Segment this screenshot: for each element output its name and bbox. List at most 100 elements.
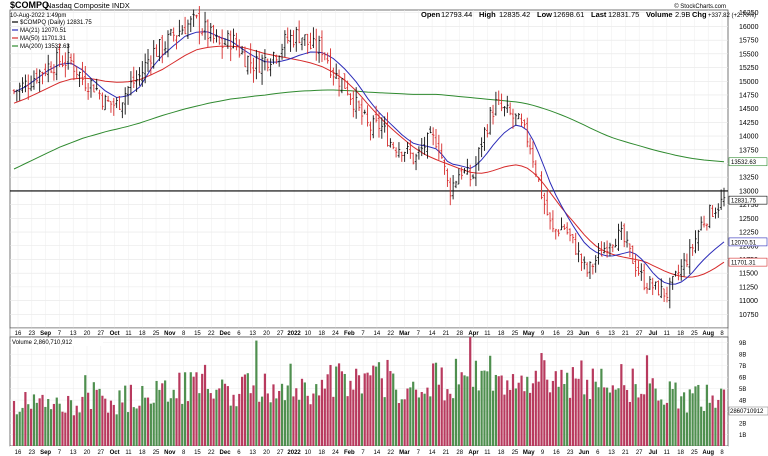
volume-bar — [480, 370, 483, 446]
price-y-tick: 11250 — [739, 284, 758, 291]
x-tick-label: 13 — [608, 331, 615, 337]
volume-bar — [454, 358, 458, 446]
volume-y-tick: 7B — [739, 364, 746, 370]
volume-bar — [332, 396, 335, 446]
volume-bar — [266, 393, 269, 446]
x-tick-label: 16 — [15, 331, 22, 337]
volume-bar — [497, 376, 500, 446]
volume-bars — [12, 337, 726, 446]
volume-bar — [711, 395, 714, 446]
volume-bar — [654, 388, 657, 446]
volume-bar — [269, 402, 272, 446]
volume-bar — [568, 397, 572, 446]
svg-text:12835.42: 12835.42 — [499, 10, 530, 19]
volume-bar — [720, 388, 723, 446]
x-axis-bottom: 16 23 Sep 7 13 20 27 Oct 11 18 25 Nov 8 15 22 Dec 6 13 20 2… — [15, 450, 725, 456]
volume-bar — [183, 372, 187, 446]
x-tick-label: Nov — [164, 331, 176, 337]
x-tick-label: 21 — [622, 331, 629, 337]
volume-bar — [671, 389, 674, 446]
price-y-tick: 14250 — [739, 120, 759, 127]
volume-bar — [218, 388, 221, 446]
volume-bar — [546, 379, 549, 446]
volume-bar — [600, 368, 603, 446]
volume-bar — [64, 412, 67, 446]
volume-bar — [255, 340, 258, 446]
volume-y-tick: 2B — [739, 422, 746, 428]
x-tick-label-bottom: 8 — [182, 450, 186, 456]
volume-bar — [95, 389, 98, 446]
volume-y-tick: 6B — [739, 376, 746, 382]
price-y-tick: 13000 — [739, 188, 759, 195]
x-tick-label: May — [523, 331, 535, 337]
x-tick-label-bottom: 21 — [443, 450, 450, 456]
volume-bar — [491, 390, 495, 446]
volume-bar — [452, 398, 455, 446]
moving-average-lines — [13, 31, 725, 285]
volume-bar — [617, 388, 620, 446]
volume-bar — [49, 409, 53, 446]
x-tick-label-bottom: Apr — [468, 450, 479, 456]
volume-bar — [557, 386, 560, 446]
volume-bar — [625, 389, 629, 446]
ma200-line — [13, 89, 725, 170]
x-tick-label: 14 — [429, 331, 436, 337]
x-tick-label-bottom: 8 — [720, 450, 724, 456]
x-tick-label: 7 — [58, 331, 62, 337]
volume-bar — [588, 399, 592, 446]
price-y-tick: 16250 — [739, 10, 759, 17]
x-tick-label: 22 — [387, 331, 394, 337]
volume-bar — [457, 384, 460, 446]
x-tick-label-bottom: 22 — [208, 450, 215, 456]
x-tick-label-bottom: 13 — [249, 450, 256, 456]
x-tick-label-bottom: Dec — [220, 450, 232, 456]
price-y-tick: 16000 — [739, 24, 759, 31]
volume-bar — [18, 411, 21, 446]
volume-bar — [594, 381, 597, 446]
x-tick-label: 18 — [498, 331, 505, 337]
price-y-tick: 12000 — [739, 243, 759, 250]
volume-bar — [611, 385, 614, 446]
volume-bar — [89, 408, 93, 446]
volume-bar — [144, 397, 147, 446]
volume-bar — [158, 389, 161, 446]
x-tick-label-bottom: 11 — [484, 450, 491, 456]
x-tick-label: Sep — [40, 331, 51, 337]
volume-bar — [386, 359, 389, 446]
volume-bar — [406, 388, 409, 446]
volume-bar — [129, 384, 133, 446]
volume-bar — [300, 378, 304, 446]
price-y-tick: 14500 — [739, 106, 759, 113]
volume-bar — [688, 389, 691, 446]
x-tick-label-bottom: 22 — [387, 450, 394, 456]
volume-bar — [372, 365, 375, 446]
volume-bar — [574, 378, 577, 446]
price-y-tick: 12750 — [739, 202, 759, 209]
volume-bar — [178, 372, 181, 446]
volume-bar — [685, 412, 689, 446]
x-tick-label: 27 — [277, 331, 284, 337]
volume-bar — [677, 408, 680, 446]
x-tick-label: 25 — [512, 331, 519, 337]
price-y-tick: 15000 — [739, 79, 759, 86]
volume-bar — [583, 394, 586, 446]
x-tick-label: Mar — [399, 331, 410, 337]
volume-bar — [705, 384, 708, 446]
volume-bar — [67, 395, 70, 446]
volume-bar — [61, 411, 64, 446]
x-tick-label: 27 — [636, 331, 643, 337]
volume-bar — [432, 363, 435, 446]
x-tick-label: 8 — [182, 331, 186, 337]
x-tick-label: 14 — [374, 331, 381, 337]
volume-bar — [226, 386, 229, 446]
volume-bar — [164, 380, 167, 446]
x-tick-label-bottom: Jul — [649, 450, 658, 456]
x-tick-label-bottom: 11 — [125, 450, 132, 456]
x-tick-label-bottom: 28 — [456, 450, 463, 456]
volume-bar — [540, 353, 543, 446]
volume-bar — [714, 407, 717, 446]
volume-bar — [563, 384, 566, 446]
volume-bar — [306, 395, 309, 446]
volume-bar — [523, 391, 526, 446]
x-tick-label: 25 — [153, 331, 160, 337]
